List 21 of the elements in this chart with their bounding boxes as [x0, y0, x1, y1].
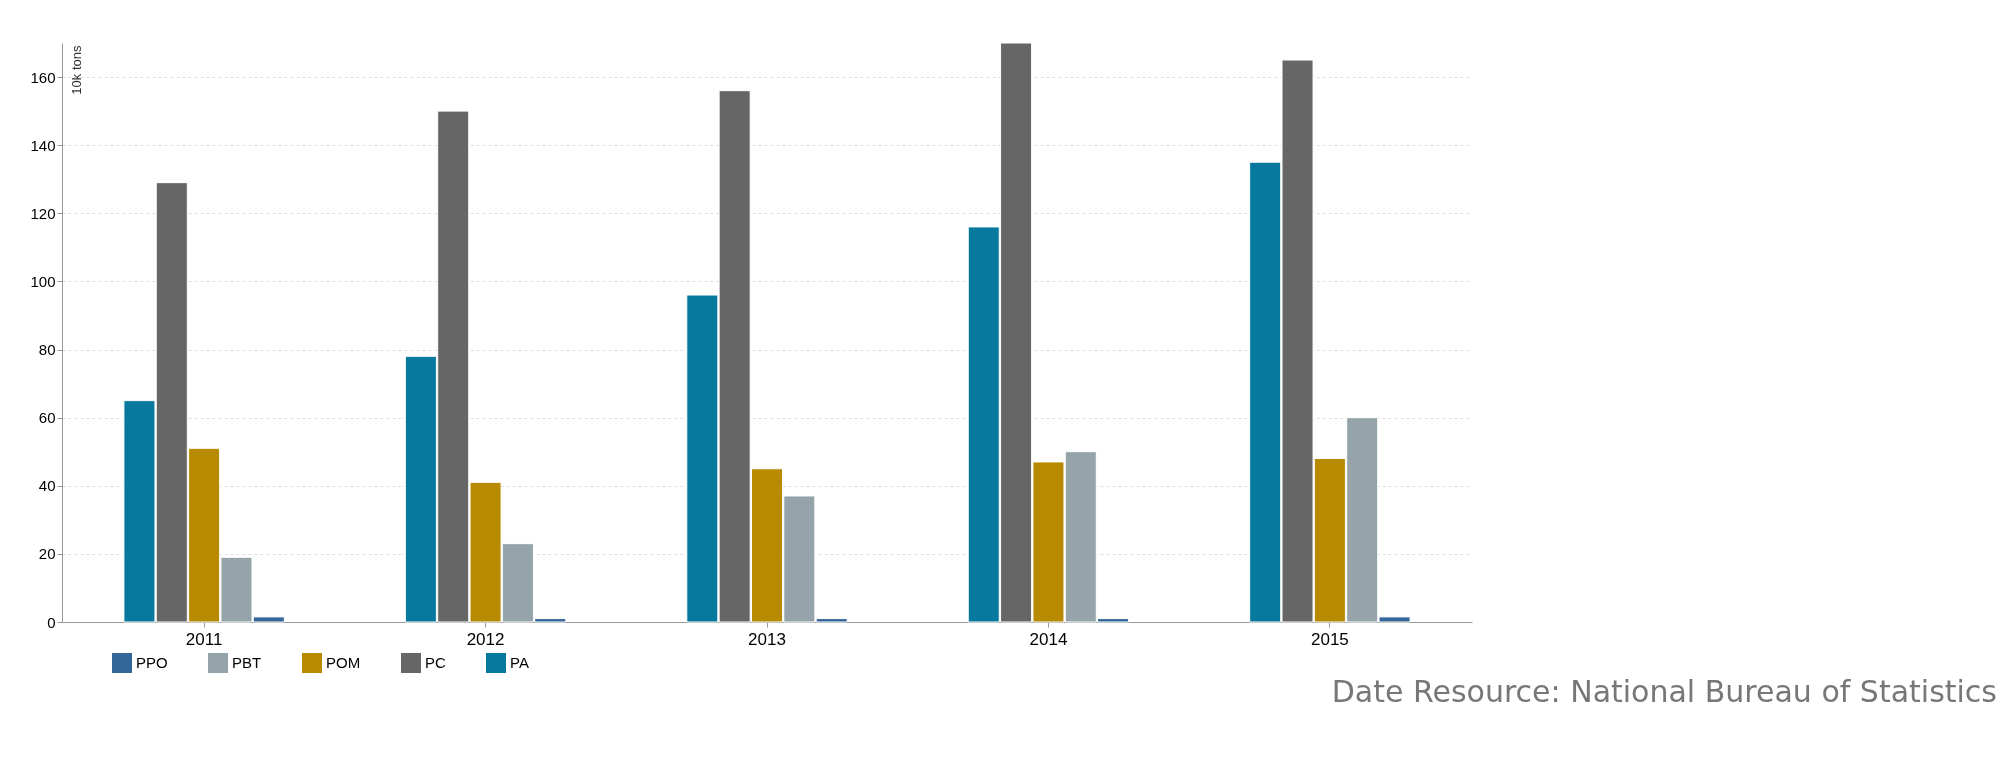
y-tick-label: 60 — [38, 409, 56, 427]
x-tick-label: 2012 — [466, 629, 505, 649]
y-tick-label: 80 — [38, 341, 56, 359]
y-tick-label: 40 — [38, 477, 56, 495]
x-tick-label: 2013 — [748, 629, 786, 649]
y-tick-label: 0 — [47, 613, 56, 631]
x-tick-label: 2011 — [185, 629, 223, 649]
x-tick-label: 2014 — [1029, 629, 1068, 649]
y-axis-title: 10k tons — [68, 45, 84, 95]
legend-label: PA — [510, 654, 529, 671]
y-tick-label: 140 — [30, 136, 56, 154]
y-tick-label: 20 — [38, 545, 56, 563]
legend-label: PPO — [136, 654, 168, 671]
legend-label: POM — [326, 654, 361, 671]
x-tick-label: 2015 — [1310, 629, 1349, 649]
text: Date Resource: National Bureau of Statistics — [1331, 674, 1997, 709]
y-tick-label: 160 — [30, 68, 56, 86]
legend-label: PBT — [232, 654, 262, 671]
legend-label: PC — [425, 654, 446, 671]
y-tick-label: 120 — [30, 204, 56, 222]
y-tick-label: 100 — [30, 272, 56, 290]
